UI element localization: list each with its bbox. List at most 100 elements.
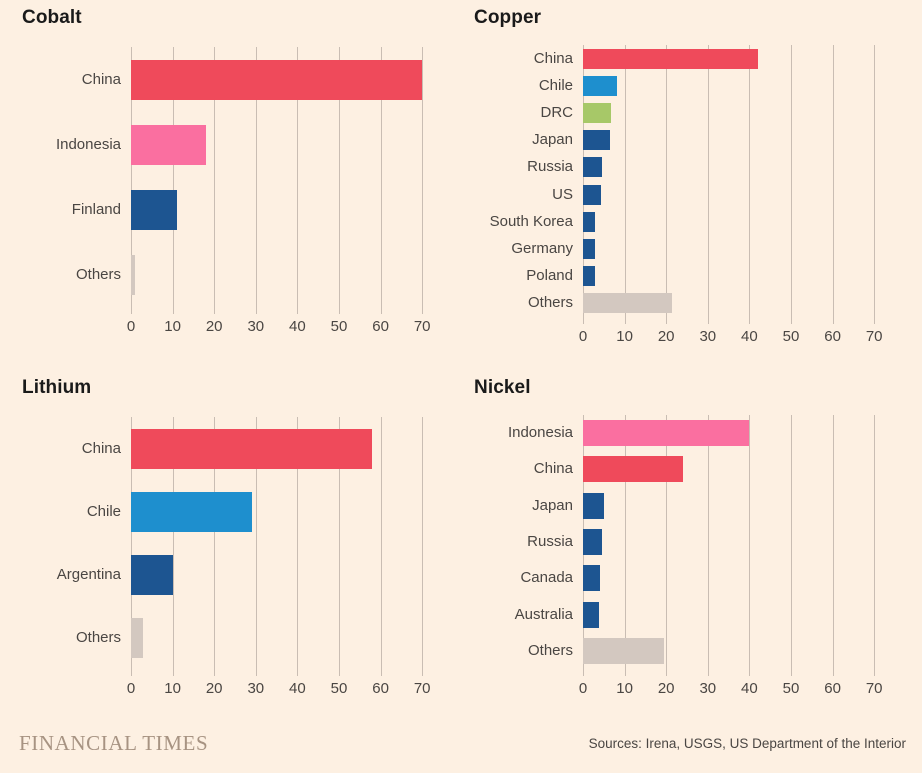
x-tick-label: 60 (824, 328, 841, 345)
panel-cobalt: Cobalt China Indonesia Finland Others 0 10 20 3… (0, 0, 461, 370)
bar-indonesia (131, 124, 206, 165)
gridline-70 (874, 415, 876, 669)
gridline-40 (297, 47, 299, 307)
tick-mark-50 (339, 669, 340, 676)
bar-canada (583, 565, 600, 592)
category-label: DRC (540, 104, 574, 121)
x-tick-label: 10 (616, 680, 633, 697)
x-tick-label: 0 (578, 680, 588, 697)
x-tick-label: 20 (657, 328, 675, 345)
plot-area: Indonesia China Japan Russia Canada Australia… (461, 405, 922, 696)
category-label: Indonesia (55, 135, 121, 153)
x-tick-label: 70 (413, 318, 431, 335)
category-label: Poland (526, 267, 573, 285)
gridline-40 (297, 417, 299, 669)
panel-title-nickel: Nickel (474, 377, 531, 398)
gridline-70 (874, 45, 876, 317)
bar-others (583, 293, 673, 314)
gridline-50 (791, 415, 792, 669)
category-label: Russia (527, 158, 573, 176)
x-tick-label: 50 (782, 680, 800, 697)
bar-others (583, 637, 665, 664)
gridline-60 (380, 47, 382, 307)
tick-mark-40 (297, 307, 299, 314)
tick-mark-10 (624, 669, 626, 676)
tick-mark-50 (339, 307, 340, 314)
bar-china (583, 48, 758, 69)
bar-others (131, 617, 144, 658)
bar-japan (583, 130, 610, 151)
bar-russia (583, 157, 602, 178)
plot-area: China Chile DRC Japan Russia US South Korea Ger… (461, 35, 922, 344)
tick-mark-60 (380, 307, 382, 314)
x-tick-label: 70 (865, 328, 883, 345)
gridline-30 (255, 417, 257, 669)
category-label: China (533, 49, 573, 67)
tick-mark-40 (297, 669, 299, 676)
category-label: Chile (538, 76, 573, 94)
x-tick-label: 20 (657, 680, 675, 697)
x-tick-label: 40 (741, 328, 758, 345)
bar-drc (583, 103, 612, 123)
gridline-10 (624, 415, 626, 669)
tick-mark-0 (131, 307, 132, 314)
category-label: US (552, 185, 573, 203)
gridline-60 (832, 415, 834, 669)
tick-mark-60 (832, 669, 834, 676)
category-label: Russia (527, 533, 573, 550)
tick-mark-70 (874, 317, 876, 324)
category-label: Indonesia (507, 424, 573, 442)
x-tick-label: 70 (865, 680, 883, 697)
gridline-0 (131, 47, 132, 307)
bar-us (583, 184, 601, 205)
gridline-20 (214, 47, 216, 307)
bar-indonesia (583, 420, 749, 447)
panel-nickel: Nickel Indonesia China Japan Russia Canada Au… (461, 370, 922, 720)
bar-china (583, 456, 683, 483)
gridline-40 (749, 415, 751, 669)
x-tick-label: 60 (372, 680, 389, 697)
category-label: Australia (514, 605, 573, 623)
bar-south-korea (583, 211, 595, 232)
bar-poland (583, 266, 595, 287)
x-tick-label: 30 (247, 680, 265, 697)
x-tick-label: 10 (616, 328, 633, 345)
bar-others (131, 254, 136, 295)
tick-mark-0 (131, 669, 132, 676)
tick-mark-70 (874, 669, 876, 676)
x-tick-label: 20 (205, 318, 223, 335)
x-tick-label: 0 (126, 680, 136, 697)
panel-title-cobalt: Cobalt (22, 7, 82, 28)
gridline-70 (422, 417, 424, 669)
tick-mark-0 (583, 669, 584, 676)
x-tick-label: 50 (330, 318, 348, 335)
gridline-40 (749, 45, 751, 317)
panel-lithium: Lithium China Chile Argentina Others 0 10 20 30… (0, 370, 461, 720)
gridline-50 (791, 45, 792, 317)
panel-copper: Copper China Chile DRC Japan Russia US South K… (461, 0, 922, 370)
x-tick-label: 0 (578, 328, 588, 345)
gridline-20 (666, 45, 668, 317)
tick-mark-70 (422, 669, 424, 676)
x-tick-label: 30 (699, 328, 717, 345)
category-label: Japan (532, 131, 573, 149)
x-tick-label: 50 (330, 680, 348, 697)
tick-mark-0 (583, 317, 584, 324)
bar-japan (583, 492, 604, 519)
tick-mark-30 (707, 317, 709, 324)
gridline-60 (380, 417, 382, 669)
x-tick-label: 20 (205, 680, 223, 697)
x-tick-label: 60 (824, 680, 841, 697)
x-tick-label: 40 (289, 680, 306, 697)
tick-mark-40 (749, 317, 751, 324)
plot-area: China Chile Argentina Others 0 10 20 30 40 50 60 70 (0, 405, 461, 696)
gridline-10 (624, 45, 626, 317)
x-tick-label: 10 (164, 680, 181, 697)
gridline-60 (832, 45, 834, 317)
gridline-50 (339, 417, 340, 669)
gridline-30 (707, 415, 709, 669)
tick-mark-60 (380, 669, 382, 676)
category-label: South Korea (489, 212, 573, 230)
category-label: Others (527, 641, 573, 659)
panel-title-lithium: Lithium (22, 377, 92, 398)
